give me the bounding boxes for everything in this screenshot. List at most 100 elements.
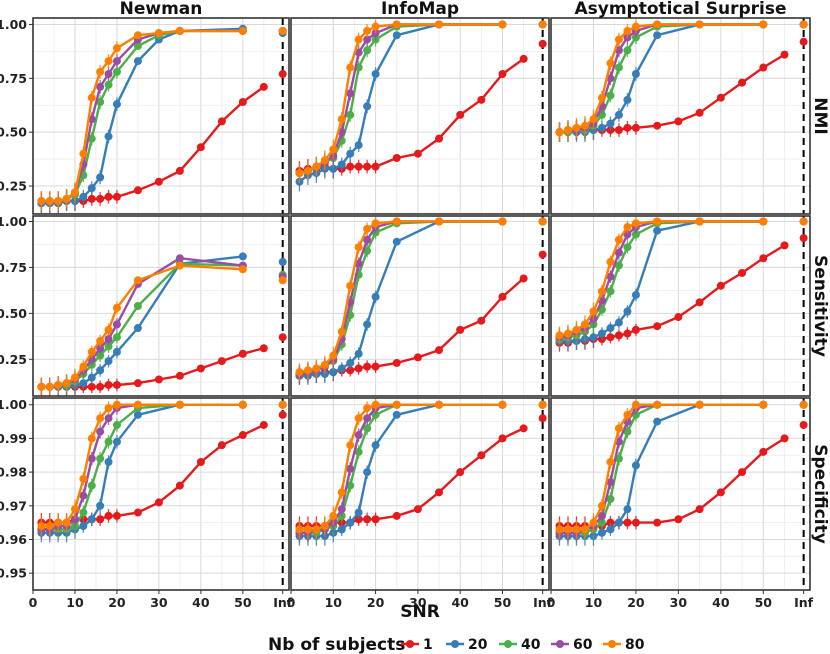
data-point (217, 357, 226, 366)
data-point (589, 333, 598, 342)
data-point (54, 197, 63, 206)
data-point (653, 400, 662, 409)
data-point (456, 468, 465, 477)
data-point (371, 70, 380, 78)
x-tick-label: 30 (409, 595, 427, 610)
data-point (695, 217, 704, 226)
panel-border (290, 215, 550, 397)
data-point (337, 364, 346, 373)
data-point (133, 42, 142, 50)
data-point (606, 458, 615, 466)
data-point (104, 437, 113, 446)
data-point (572, 325, 581, 334)
data-point (759, 217, 768, 226)
data-point (278, 276, 287, 285)
data-point (133, 324, 142, 333)
data-point (303, 525, 312, 534)
data-point (354, 431, 363, 440)
data-point (354, 447, 363, 456)
data-point (87, 194, 96, 203)
series-80 (295, 398, 547, 539)
y-tick-label: 0.96 (0, 532, 27, 547)
data-point (154, 177, 163, 186)
y-tick-label: 1.00 (0, 214, 27, 229)
data-point (96, 454, 105, 463)
data-point (606, 324, 615, 333)
data-point (295, 525, 304, 534)
data-point (133, 379, 142, 388)
data-point (363, 35, 372, 44)
data-point (79, 149, 88, 158)
y-tick-label: 0.50 (0, 125, 27, 140)
data-point (329, 145, 338, 154)
x-tick-label: 0 (547, 595, 556, 610)
data-point (112, 320, 121, 329)
data-point (238, 252, 247, 261)
data-point (346, 162, 355, 171)
legend: Nb of subjects 1 20 40 60 80 (268, 635, 645, 654)
data-point (37, 197, 46, 206)
legend-label: 1 (423, 637, 433, 653)
x-tick-label: 40 (712, 595, 730, 610)
row-title: NMI (810, 97, 830, 134)
data-point (62, 194, 71, 203)
panel-border (32, 215, 290, 397)
data-point (614, 235, 623, 244)
data-point (799, 37, 808, 46)
data-point (413, 149, 422, 158)
data-point (104, 57, 113, 66)
data-point (154, 29, 163, 38)
data-point (363, 424, 372, 433)
legend-entry: 20 (446, 637, 488, 653)
panel-border (290, 17, 550, 215)
data-point (371, 362, 380, 371)
data-point (175, 400, 184, 409)
data-point (498, 292, 507, 301)
data-point (337, 115, 346, 124)
data-point (96, 194, 105, 203)
data-point (133, 302, 142, 310)
data-point (133, 57, 142, 66)
data-point (392, 20, 401, 29)
column-title: InfoMap (381, 0, 459, 19)
data-point (371, 22, 380, 31)
series-80 (555, 398, 808, 539)
data-point (196, 458, 205, 466)
data-point (87, 454, 96, 463)
panel-border (550, 215, 811, 397)
data-point (555, 331, 564, 340)
data-point (363, 46, 372, 55)
data-point (104, 132, 113, 141)
panels-layer: 0.25 0.50 0.75 1.00 0.25 0.50 0.75 1.00 0.95 0.96… (0, 17, 814, 610)
legend-label: 20 (468, 637, 488, 653)
data-point (79, 491, 88, 500)
data-point (354, 364, 363, 373)
data-point (175, 254, 184, 263)
data-point (435, 488, 444, 497)
data-point (695, 298, 704, 307)
y-tick-label: 0.98 (0, 465, 27, 480)
data-point (759, 254, 768, 263)
data-point (606, 257, 615, 266)
panel: 0.25 0.50 0.75 1.00 (0, 214, 290, 397)
legend-swatch-dot (406, 640, 414, 648)
data-point (674, 313, 683, 322)
data-point (614, 518, 623, 527)
data-point (606, 525, 615, 534)
data-point (104, 511, 113, 520)
y-tick-label: 0.50 (0, 306, 27, 321)
legend-swatch-dot (504, 640, 512, 648)
y-tick-label: 0.75 (0, 71, 27, 86)
data-point (597, 501, 606, 510)
y-tick-label: 0.97 (0, 498, 27, 513)
data-point (346, 110, 355, 119)
data-point (363, 162, 372, 171)
data-point (799, 20, 808, 29)
data-point (54, 518, 63, 527)
data-point (519, 274, 528, 283)
data-point (371, 292, 380, 301)
data-point (555, 128, 564, 137)
data-point (238, 265, 247, 274)
data-point (278, 400, 287, 409)
data-point (623, 95, 632, 104)
